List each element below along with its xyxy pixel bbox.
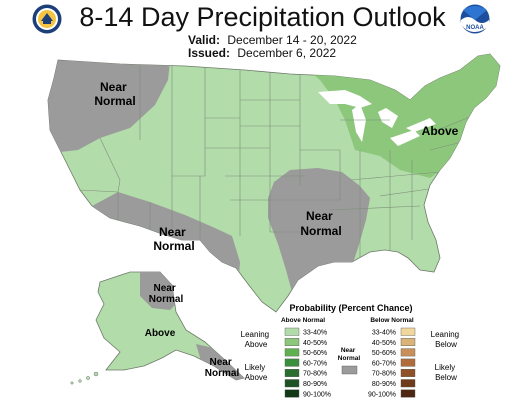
label-south-central: Near Normal — [300, 209, 341, 238]
pacific-northwest-near-normal — [48, 60, 170, 152]
legend-leaning-above: Leaning Above — [241, 330, 272, 349]
legend-above-rows: 33-40% 40-50% 50-60% 60-70% 70-80% 80-90% 90-1… — [284, 327, 331, 398]
legend-below-swatch-5 — [400, 379, 416, 388]
valid-label: Valid: — [188, 33, 221, 47]
legend-below-swatch-4 — [400, 369, 416, 377]
south-central-near-normal — [268, 168, 370, 292]
legend-above-swatch-0 — [284, 327, 300, 336]
legend-above-label-1: 40-50% — [303, 340, 327, 347]
legend-leaning-below: Leaning Below — [431, 330, 462, 349]
label-pacific-northwest: Near Normal — [94, 80, 135, 108]
alaska-southeast-near-normal — [196, 344, 244, 380]
legend-above-label-2: 50-60% — [303, 350, 327, 357]
legend-below-swatch-2 — [400, 348, 416, 357]
legend-above-label-5: 80-90% — [303, 381, 327, 388]
legend-near-normal-swatch — [341, 365, 358, 375]
label-alaska-above: Above — [145, 328, 176, 339]
legend-above-head: Above Normal — [281, 317, 325, 324]
legend-below-label-0: 33-40% — [372, 330, 396, 337]
legend-above-swatch-3 — [284, 358, 300, 367]
legend-below-label-3: 60-70% — [372, 360, 396, 367]
region-labels: Near Normal Near Normal Near Normal Abov… — [94, 80, 458, 379]
legend-below-swatch-1 — [400, 338, 416, 346]
label-alaska-north: Near Normal — [149, 283, 184, 305]
noaa-logo-text: NOAA — [466, 25, 484, 31]
page-title: 8-14 Day Precipitation Outlook — [79, 2, 446, 32]
label-alaska-southeast: Near Normal — [205, 357, 240, 379]
issued-date: Issued: December 6, 2022 — [188, 46, 336, 60]
legend: Probability (Percent Chance) Above Norma… — [241, 303, 462, 398]
legend-below-swatch-6 — [400, 389, 416, 398]
legend-below-label-2: 50-60% — [372, 350, 396, 357]
legend-below-label-5: 80-90% — [372, 381, 396, 388]
doc-seal-icon — [32, 4, 62, 34]
legend-above-label-3: 60-70% — [303, 360, 327, 367]
legend-likely-above: Likely Above — [245, 363, 268, 382]
label-northeast-above: Above — [422, 124, 459, 138]
legend-above-swatch-1 — [284, 338, 300, 346]
valid-dates: Valid: December 14 - 20, 2022 — [188, 33, 357, 47]
noaa-logo-icon: NOAA — [460, 4, 490, 34]
legend-below-label-4: 70-80% — [372, 371, 396, 378]
aleutian-islands — [70, 371, 99, 385]
legend-above-swatch-5 — [284, 379, 300, 388]
legend-above-label-0: 33-40% — [303, 330, 327, 337]
legend-above-swatch-6 — [284, 389, 300, 398]
legend-above-label-4: 70-80% — [303, 371, 327, 378]
legend-above-swatch-2 — [284, 348, 300, 357]
valid-value: December 14 - 20, 2022 — [227, 33, 357, 47]
legend-below-swatch-3 — [400, 358, 416, 367]
legend-below-swatch-0 — [400, 327, 416, 336]
legend-likely-below: Likely Below — [435, 363, 458, 382]
legend-below-label-1: 40-50% — [372, 340, 396, 347]
issued-label: Issued: — [188, 46, 231, 60]
legend-below-rows: 33-40% 40-50% 50-60% 60-70% 70-80% 80-90% 90-1… — [368, 327, 416, 398]
issued-value: December 6, 2022 — [237, 46, 337, 60]
legend-above-label-6: 90-100% — [303, 391, 331, 398]
legend-below-head: Below Normal — [370, 317, 414, 324]
great-lakes — [318, 90, 436, 146]
legend-below-label-6: 90-100% — [368, 391, 396, 398]
legend-title: Probability (Percent Chance) — [289, 303, 412, 313]
legend-above-swatch-4 — [284, 369, 300, 377]
label-southwest: Near Normal — [153, 225, 194, 253]
legend-near-normal-head: Near Normal — [338, 347, 361, 362]
